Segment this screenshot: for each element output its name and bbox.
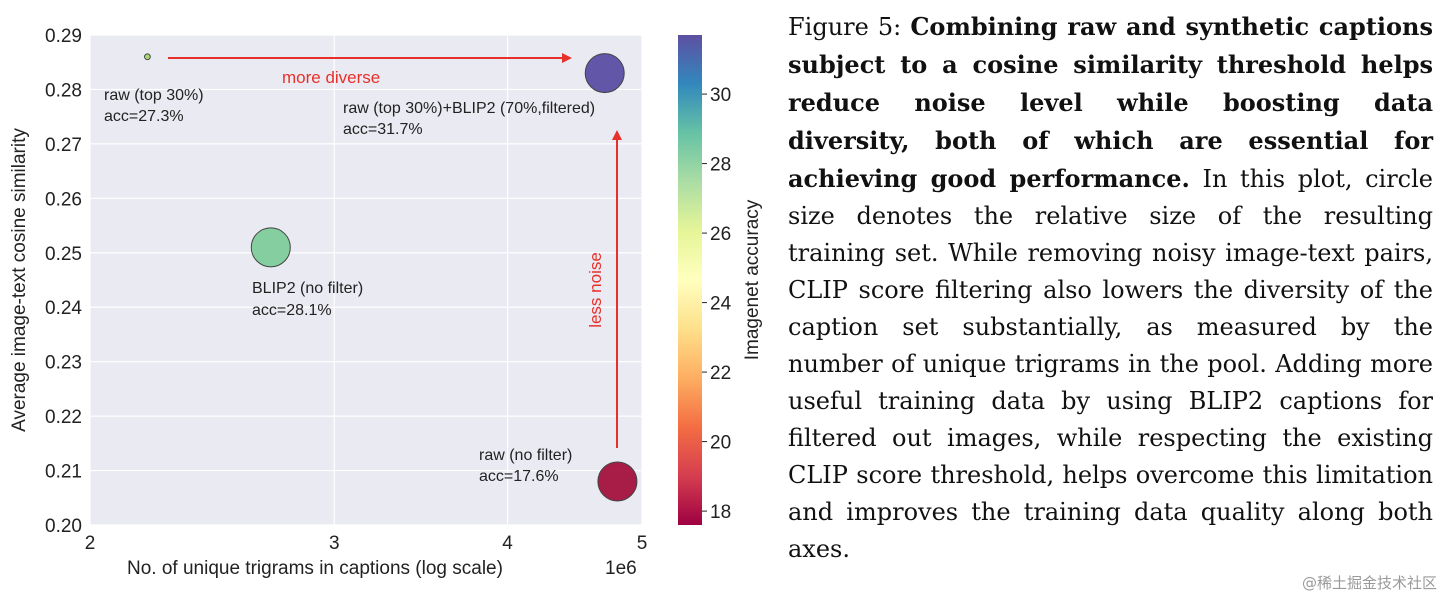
- point-label-raw-blip2: raw (top 30%)+BLIP2 (70%,filtered): [343, 100, 595, 117]
- figure-label: Figure 5:: [788, 13, 902, 41]
- y-tick-label: 0.26: [45, 189, 82, 210]
- x-axis-exponent-label: 1e6: [605, 558, 637, 579]
- point-acc-raw-top30: acc=27.3%: [104, 108, 184, 125]
- scatter-chart: 0.20 0.21 0.22 0.23 0.24 0.25 0.26 0.27 0.28 0.29…: [9, 26, 763, 579]
- y-tick-label: 0.23: [45, 353, 82, 374]
- colorbar-tick-label: 20: [710, 433, 731, 454]
- y-tick-label: 0.21: [45, 462, 82, 483]
- colorbar-tick-label: 28: [710, 155, 731, 176]
- y-tick-label: 0.20: [45, 516, 82, 537]
- y-tick-label: 0.22: [45, 407, 82, 428]
- point-label-raw-top30: raw (top 30%): [104, 87, 204, 104]
- y-axis-label: Average image-text cosine similarity: [9, 128, 30, 432]
- data-points: [144, 53, 638, 502]
- y-tick-label: 0.29: [45, 26, 82, 47]
- colorbar-tick-label: 22: [710, 363, 731, 384]
- data-point: [597, 461, 638, 502]
- data-point: [584, 53, 625, 94]
- y-tick-label: 0.28: [45, 80, 82, 101]
- data-point: [250, 227, 291, 268]
- data-point: [144, 53, 151, 61]
- x-tick-label: 5: [637, 533, 648, 554]
- figure-caption: Figure 5: Combining raw and synthetic ca…: [788, 8, 1433, 568]
- colorbar-tick-label: 24: [710, 294, 732, 315]
- colorbar-label: Imagenet accuracy: [742, 199, 763, 360]
- caption-body-text: In this plot, circle size denotes the re…: [788, 165, 1433, 563]
- x-tick-label: 3: [329, 533, 340, 554]
- colorbar-tick-label: 18: [710, 502, 731, 523]
- watermark-text: @稀土掘金技术社区: [1301, 574, 1437, 592]
- less-noise-label: less noise: [586, 252, 605, 328]
- y-tick-label: 0.24: [45, 298, 82, 319]
- point-label-raw-nofilter: raw (no filter): [479, 447, 572, 464]
- colorbar-tick-label: 26: [710, 224, 731, 245]
- colorbar: [678, 35, 702, 525]
- x-tick-label: 4: [502, 533, 513, 554]
- point-acc-raw-nofilter: acc=17.6%: [479, 468, 559, 485]
- grid: [89, 34, 643, 526]
- caption-bold-text: Combining raw and synthetic captions sub…: [788, 12, 1433, 193]
- x-ticks: 2 3 4 5: [85, 533, 648, 554]
- colorbar-tick-label: 30: [710, 85, 731, 106]
- y-tick-label: 0.25: [45, 244, 82, 265]
- plot-background: [90, 35, 642, 525]
- x-tick-label: 2: [85, 533, 96, 554]
- point-acc-blip2-nofilter: acc=28.1%: [252, 302, 332, 319]
- y-tick-label: 0.27: [45, 135, 82, 156]
- point-label-blip2-nofilter: BLIP2 (no filter): [252, 280, 363, 297]
- colorbar-ticks: 18 20 22 24 26 28 30: [702, 85, 732, 523]
- more-diverse-label: more diverse: [282, 68, 380, 87]
- point-acc-raw-blip2: acc=31.7%: [343, 121, 423, 138]
- y-ticks: 0.20 0.21 0.22 0.23 0.24 0.25 0.26 0.27 0.28 0.29: [45, 26, 82, 537]
- x-axis-label: No. of unique trigrams in captions (log …: [127, 558, 503, 579]
